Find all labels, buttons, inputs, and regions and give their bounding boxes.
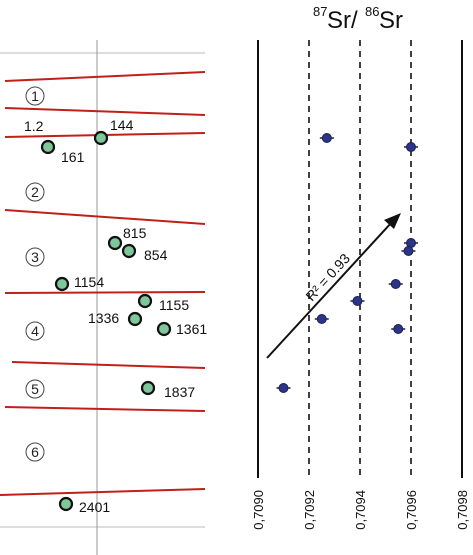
zone-circle: [25, 321, 45, 341]
trend-arrow-head: [384, 213, 401, 229]
sample-label: 1361: [176, 321, 207, 337]
x-tick-label: 0,7090: [251, 490, 266, 530]
sample-point: [156, 321, 172, 337]
data-points: [276, 133, 418, 393]
sr-isotope-plot: 87 Sr/ 86 Sr R² = 0.93 0,7090 0,7092 0,709…: [251, 4, 470, 530]
sample-label: 1.2: [24, 118, 44, 134]
data-point: [316, 314, 327, 324]
sample-point: [93, 130, 109, 146]
sample-label: 1155: [159, 297, 189, 313]
zone-label: 1: [31, 88, 39, 104]
zone-boundary: [4, 71, 206, 82]
zone-labels: 1 2 3 4 5 6: [25, 86, 45, 462]
data-point: [321, 133, 332, 143]
sample-label: 1336: [88, 310, 119, 326]
zone-boundary: [0, 488, 206, 496]
sample-point: [121, 243, 137, 259]
sample-point: [140, 380, 156, 396]
chart-title: 87 Sr/ 86 Sr: [313, 4, 403, 34]
zone-label: 5: [31, 381, 39, 397]
sample-label: 854: [144, 247, 168, 263]
zone-boundary: [11, 361, 206, 369]
x-axis-ticks: 0,7090 0,7092 0,7094 0,7096 0,7098: [251, 490, 470, 530]
x-tick-label: 0,7096: [404, 490, 419, 530]
sample-label: 1837: [164, 384, 195, 400]
data-point: [403, 246, 414, 256]
zone-label: 2: [31, 184, 39, 200]
zone-circle: [25, 182, 45, 202]
data-point: [390, 279, 401, 289]
x-tick-label: 0,7098: [455, 490, 470, 530]
sample-label: 144: [110, 117, 134, 133]
sample-label: 161: [61, 149, 85, 165]
r2-annotation: R² = 0.93: [302, 250, 353, 304]
zone-circle: [25, 247, 45, 267]
x-tick-label: 0,7092: [302, 490, 317, 530]
data-point: [352, 296, 363, 306]
title-sup-86: 86: [365, 4, 379, 19]
title-sr-a: Sr/: [327, 7, 358, 34]
zone-boundary: [4, 406, 206, 412]
zone-boundary: [4, 209, 206, 225]
zone-label: 4: [31, 323, 39, 339]
reference-lines: [257, 40, 463, 478]
title-sr-b: Sr: [379, 7, 403, 34]
zone-circle: [25, 379, 45, 399]
sample-points: 1.2 144 161 815 854 1154 1155 1336 1361 1837 2401: [24, 117, 207, 515]
zone-label: 6: [31, 444, 39, 460]
data-point: [278, 383, 289, 393]
sample-point: [137, 293, 153, 309]
data-point: [406, 142, 416, 152]
title-sup-87: 87: [313, 4, 327, 19]
trend-arrow-shaft: [266, 221, 393, 359]
sample-point: [54, 276, 70, 292]
sample-point: [40, 139, 56, 155]
zone-boundary: [4, 291, 206, 294]
data-point: [393, 324, 404, 334]
zone-boundary: [4, 107, 206, 116]
zone-circle: [25, 86, 45, 106]
sample-label: 2401: [79, 499, 110, 515]
sample-label: 815: [123, 225, 147, 241]
sample-point: [127, 311, 143, 327]
x-tick-label: 0,7094: [353, 490, 368, 530]
core-log-panel: 1 2 3 4 5 6 1.2 144 161 815 854 1154 1155 1336 1361 18…: [0, 40, 207, 555]
sample-point: [58, 496, 74, 512]
zone-label: 3: [31, 249, 39, 265]
trend-arrow: R² = 0.93: [266, 213, 401, 359]
zone-circle: [25, 442, 45, 462]
sample-point: [107, 235, 123, 251]
sample-label: 1154: [74, 274, 104, 290]
